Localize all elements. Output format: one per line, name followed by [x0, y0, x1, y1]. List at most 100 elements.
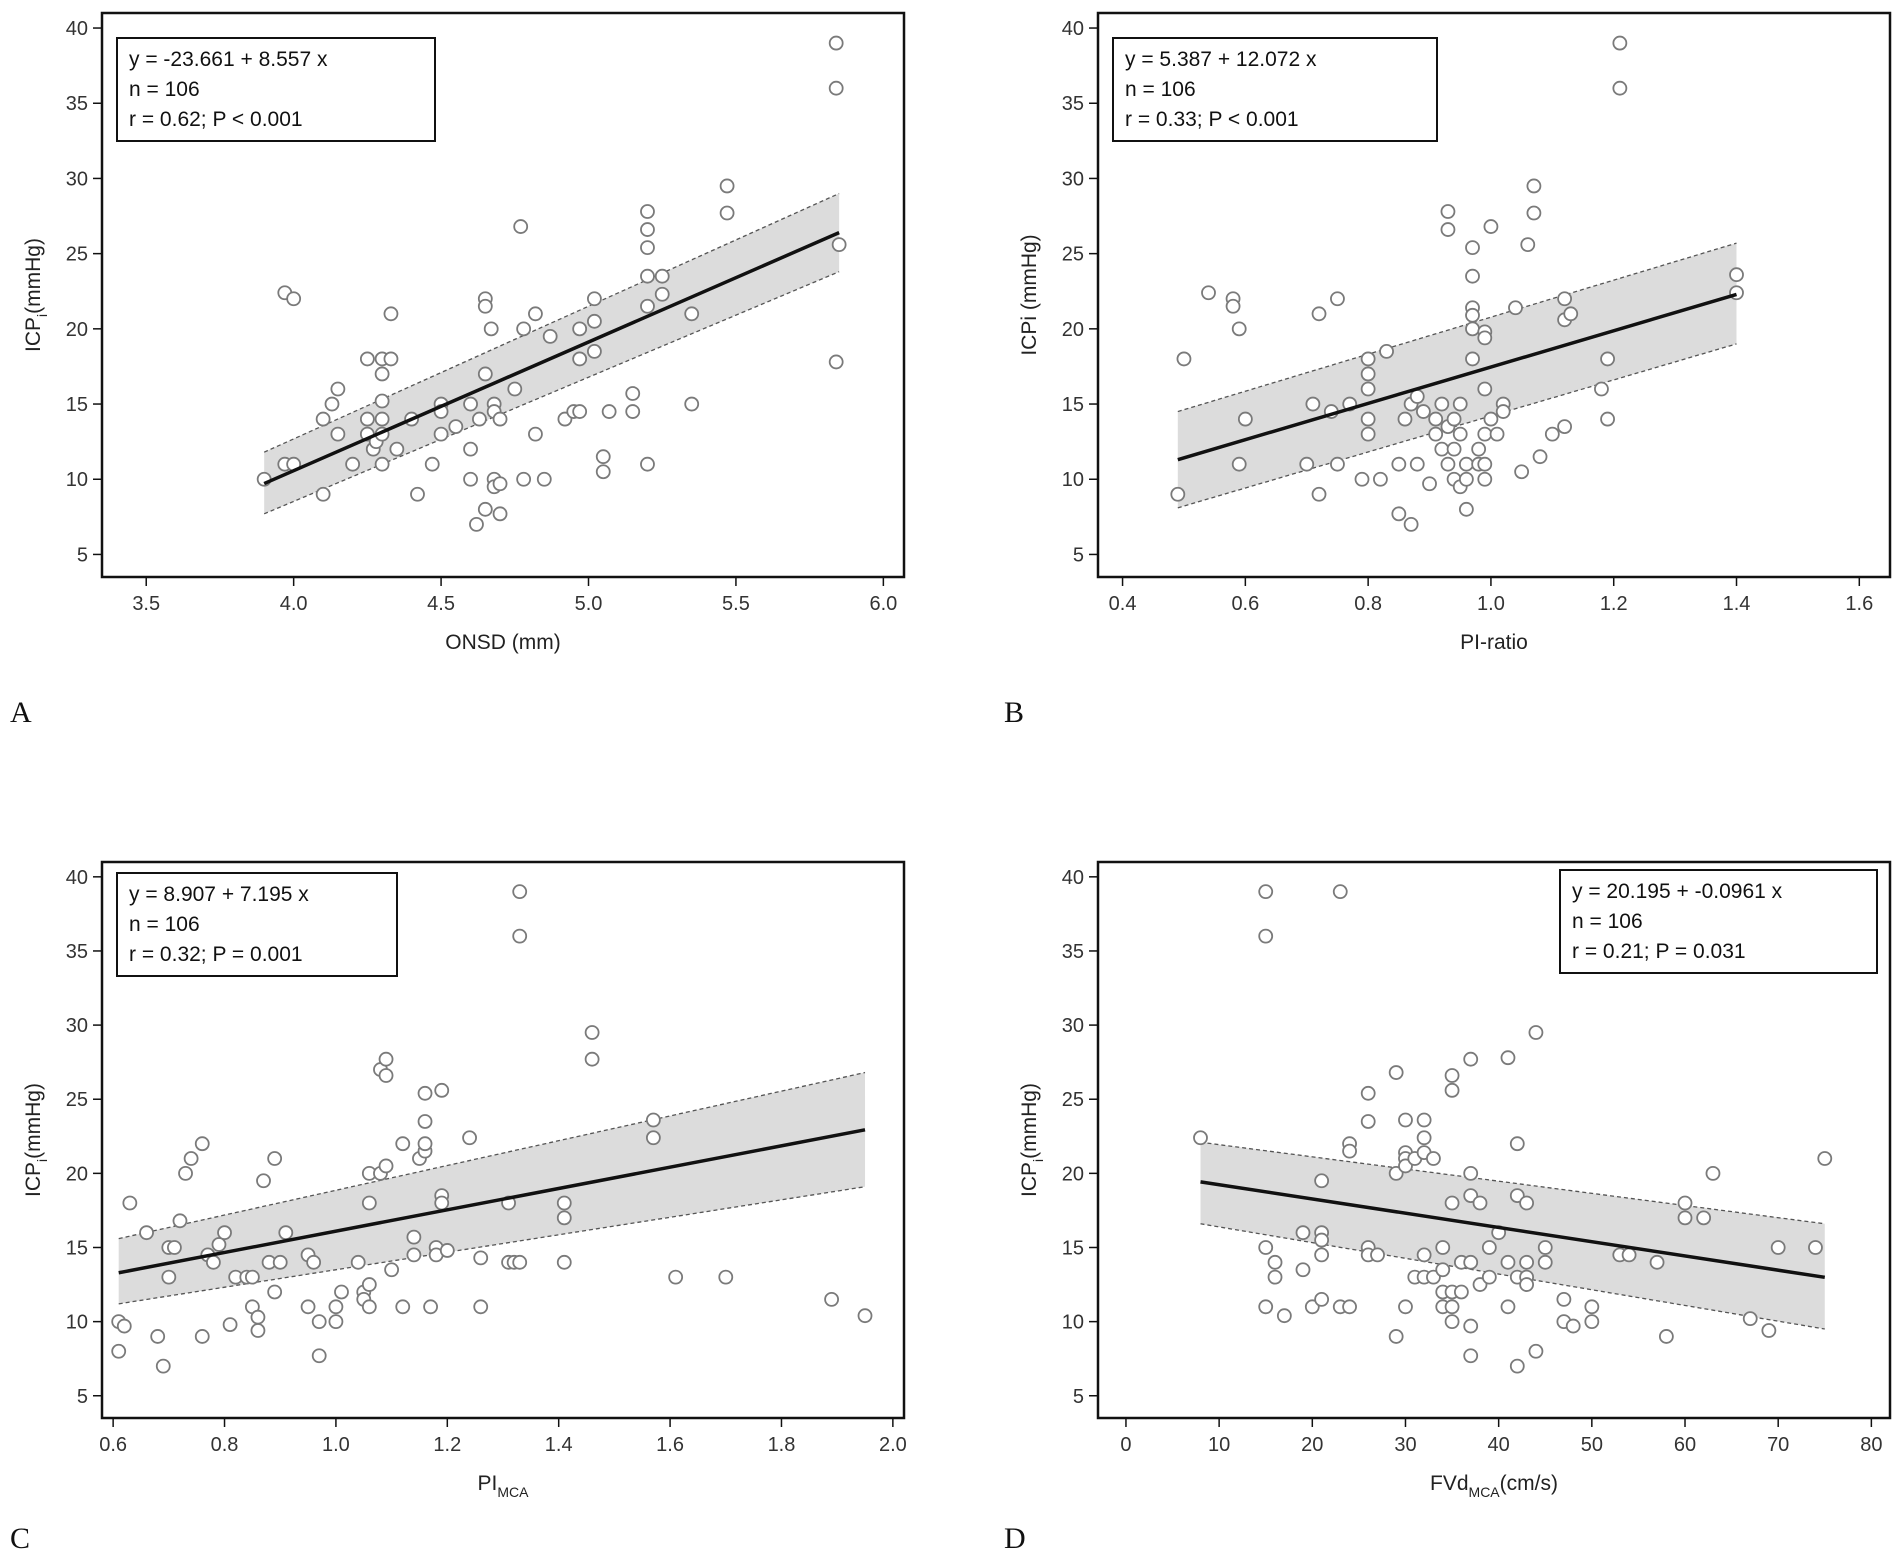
data-point	[1463, 1254, 1479, 1270]
panel-letter: D	[1004, 1522, 1026, 1553]
data-point	[1311, 486, 1327, 502]
data-point	[601, 404, 617, 419]
data-point	[645, 1112, 661, 1128]
data-point	[417, 1114, 433, 1129]
data-point	[328, 1299, 344, 1315]
data-point	[1477, 426, 1493, 442]
stats-box	[116, 872, 398, 977]
data-point	[306, 1254, 322, 1270]
data-point	[434, 1195, 450, 1211]
y-tick-label: 20	[66, 1163, 88, 1185]
data-point	[167, 1240, 182, 1255]
stats-line: r = 0.33; P < 0.001	[1125, 108, 1299, 131]
y-tick-label: 15	[66, 1237, 88, 1259]
data-point	[1258, 1240, 1274, 1255]
data-point	[395, 1136, 411, 1152]
plot-frame	[1096, 860, 1892, 1420]
data-point	[463, 441, 478, 457]
data-point	[1388, 1065, 1404, 1080]
data-point	[1434, 396, 1450, 412]
data-point	[448, 419, 464, 435]
data-point	[483, 321, 499, 337]
data-point	[463, 471, 478, 487]
data-point	[139, 1225, 154, 1241]
data-point	[1444, 1068, 1460, 1083]
data-point	[684, 306, 700, 322]
data-point	[374, 411, 390, 427]
confidence-lower-line	[1177, 343, 1737, 509]
x-axis-label: FVdMCA(cm/s)	[1430, 1472, 1558, 1500]
data-point	[1267, 1254, 1283, 1270]
data-point	[1314, 1173, 1330, 1189]
x-tick-label: 0.8	[211, 1434, 239, 1456]
data-point	[1225, 298, 1241, 314]
data-point	[1465, 307, 1480, 323]
data-point	[244, 1269, 260, 1285]
confidence-band	[118, 1072, 866, 1304]
y-tick-label: 35	[1062, 93, 1084, 115]
data-point	[572, 404, 588, 419]
y-axis-label: ICPi (mmHg)	[1018, 234, 1041, 355]
data-point	[1330, 291, 1345, 307]
y-tick-label: 35	[1062, 941, 1084, 963]
data-point	[1258, 884, 1274, 900]
y-tick-label: 10	[1062, 469, 1084, 491]
data-point	[1472, 1195, 1488, 1211]
data-point	[492, 411, 508, 427]
y-tick-label: 5	[1073, 544, 1084, 566]
regression-line	[1177, 292, 1738, 462]
data-point	[473, 1299, 489, 1315]
data-point	[625, 386, 641, 401]
data-point	[719, 205, 735, 221]
x-tick-label: 1.6	[1845, 593, 1873, 615]
data-point	[324, 396, 340, 412]
data-point	[1481, 1240, 1497, 1255]
data-point	[1696, 1210, 1712, 1226]
data-point	[328, 1314, 344, 1330]
x-tick-label: 1.4	[545, 1434, 573, 1456]
data-point	[434, 1082, 450, 1098]
x-tick-label: 50	[1581, 1434, 1603, 1456]
data-point	[1314, 1247, 1330, 1263]
y-tick-label: 40	[1062, 867, 1084, 889]
data-point	[1519, 1254, 1535, 1270]
data-point	[267, 1284, 283, 1300]
data-point	[1458, 471, 1474, 487]
data-point	[654, 268, 670, 284]
data-point	[423, 1299, 438, 1315]
data-point	[1489, 426, 1505, 442]
x-axis-label: ONSD (mm)	[445, 631, 560, 654]
y-tick-label: 10	[66, 1312, 88, 1334]
data-point	[528, 306, 543, 322]
y-tick-label: 20	[66, 319, 88, 341]
data-point	[161, 1269, 177, 1285]
data-point	[1267, 1269, 1283, 1285]
x-tick-label: 1.8	[768, 1434, 796, 1456]
data-point	[1463, 1348, 1479, 1364]
data-point	[1440, 204, 1456, 219]
data-point	[311, 1314, 327, 1330]
data-point	[473, 1250, 489, 1266]
data-point	[828, 354, 844, 370]
data-point	[1808, 1240, 1823, 1255]
regression-line	[263, 231, 840, 486]
stats-line: y = 20.195 + -0.0961 x	[1572, 880, 1783, 903]
data-point	[1528, 1343, 1544, 1359]
data-point	[1170, 486, 1186, 502]
plot-frame	[100, 860, 906, 1420]
stats-box	[1112, 37, 1438, 142]
data-point	[1519, 1195, 1535, 1211]
panel-letter: B	[1004, 696, 1024, 729]
data-point	[477, 366, 493, 382]
data-point	[472, 411, 487, 427]
y-tick-label: 40	[1062, 18, 1084, 40]
data-point	[361, 1277, 377, 1292]
stats-line: n = 106	[129, 913, 200, 936]
data-point	[361, 1299, 377, 1315]
data-point	[395, 1299, 411, 1315]
data-point	[272, 1254, 288, 1270]
confidence-band	[264, 193, 840, 514]
data-point	[1434, 441, 1450, 457]
data-point	[831, 237, 847, 253]
